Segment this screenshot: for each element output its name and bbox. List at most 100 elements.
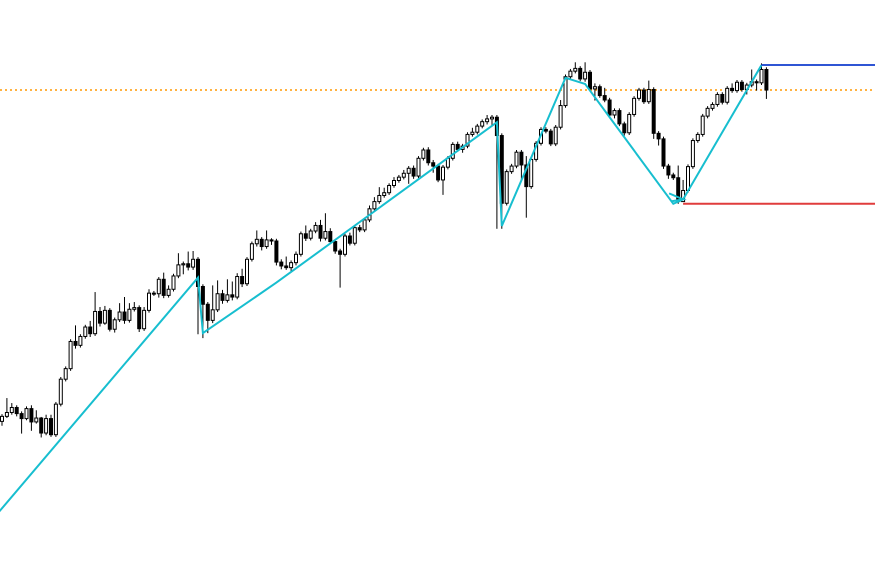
candle xyxy=(730,83,735,93)
candle xyxy=(690,138,695,169)
candle-body xyxy=(142,309,147,330)
candle-body xyxy=(68,340,73,370)
candle xyxy=(646,80,651,104)
candle-body xyxy=(49,418,53,436)
candle xyxy=(607,97,612,118)
candle-body xyxy=(695,133,700,142)
candle xyxy=(426,147,431,166)
candle-body xyxy=(352,227,357,244)
candle xyxy=(88,320,93,338)
candle xyxy=(29,405,34,431)
candle xyxy=(465,132,470,149)
candle-body xyxy=(735,81,739,92)
candle xyxy=(73,325,78,349)
candle xyxy=(431,159,436,173)
candle-body xyxy=(519,151,524,166)
candle-body xyxy=(24,408,29,420)
candle-body xyxy=(475,125,480,133)
candle xyxy=(19,411,24,434)
candle-body xyxy=(583,71,588,80)
candle xyxy=(0,414,4,426)
candle-body xyxy=(98,310,102,324)
levels-layer xyxy=(683,64,875,205)
candle xyxy=(406,166,411,184)
candle xyxy=(548,128,553,147)
candle-body xyxy=(426,149,431,164)
candle-body xyxy=(705,107,710,117)
candle xyxy=(602,87,607,103)
candle-body xyxy=(29,408,34,423)
candle-body xyxy=(303,233,308,239)
candle-body xyxy=(137,307,142,330)
candle-body xyxy=(392,180,396,186)
candle-body xyxy=(710,103,715,109)
candle xyxy=(700,113,705,137)
candle-body xyxy=(249,243,254,260)
candle xyxy=(338,248,343,288)
candle xyxy=(156,277,161,298)
candle xyxy=(509,163,514,174)
candle xyxy=(39,416,44,438)
candle xyxy=(666,163,671,179)
candle-body xyxy=(372,201,377,210)
candle-body xyxy=(191,258,196,268)
candle-body xyxy=(592,86,597,90)
zigzag-arrow xyxy=(668,192,687,203)
candle xyxy=(396,174,401,183)
candle-body xyxy=(465,133,470,147)
candle xyxy=(387,183,392,195)
candle xyxy=(171,273,176,292)
candle-body xyxy=(171,275,176,290)
candle xyxy=(627,112,632,135)
candle-body xyxy=(220,293,225,301)
candle-body xyxy=(700,115,705,135)
candle-body xyxy=(578,67,583,80)
candle-body xyxy=(617,110,622,125)
candle xyxy=(450,142,455,161)
candle-body xyxy=(490,116,494,120)
candle-body xyxy=(274,240,279,263)
candle xyxy=(102,305,107,325)
candle-body xyxy=(117,311,122,321)
candle xyxy=(83,324,88,339)
candle-body xyxy=(338,250,343,255)
candle xyxy=(328,228,333,244)
candle-body xyxy=(450,143,455,159)
candle xyxy=(362,217,367,233)
candle xyxy=(553,125,558,147)
candle-body xyxy=(568,70,573,78)
candle-body xyxy=(225,294,230,301)
candle xyxy=(543,127,548,134)
candle-body xyxy=(382,192,387,196)
candle-body xyxy=(83,326,88,337)
candle-body xyxy=(597,86,602,97)
candle xyxy=(249,241,254,262)
candle-body xyxy=(259,238,264,248)
candle-body xyxy=(441,166,445,181)
candle-body xyxy=(308,230,313,239)
candle xyxy=(78,334,83,348)
candle-body xyxy=(627,113,632,134)
candle xyxy=(303,225,308,241)
candle xyxy=(519,149,524,180)
candle xyxy=(641,87,646,104)
candle-body xyxy=(529,158,534,188)
candle-body xyxy=(421,149,426,159)
candle-body xyxy=(524,164,529,188)
candle-body xyxy=(396,176,401,181)
candle xyxy=(352,225,357,246)
candle-body xyxy=(151,292,156,295)
candle xyxy=(514,149,519,169)
candle xyxy=(58,376,63,407)
candle xyxy=(671,172,676,180)
candle xyxy=(63,366,68,382)
candle xyxy=(725,86,730,105)
candle xyxy=(9,403,14,415)
candle-body xyxy=(612,110,617,116)
candle xyxy=(176,253,181,279)
candle-body xyxy=(455,143,460,150)
candle xyxy=(279,259,284,270)
candle-body xyxy=(156,278,161,295)
candle-body xyxy=(210,309,215,321)
